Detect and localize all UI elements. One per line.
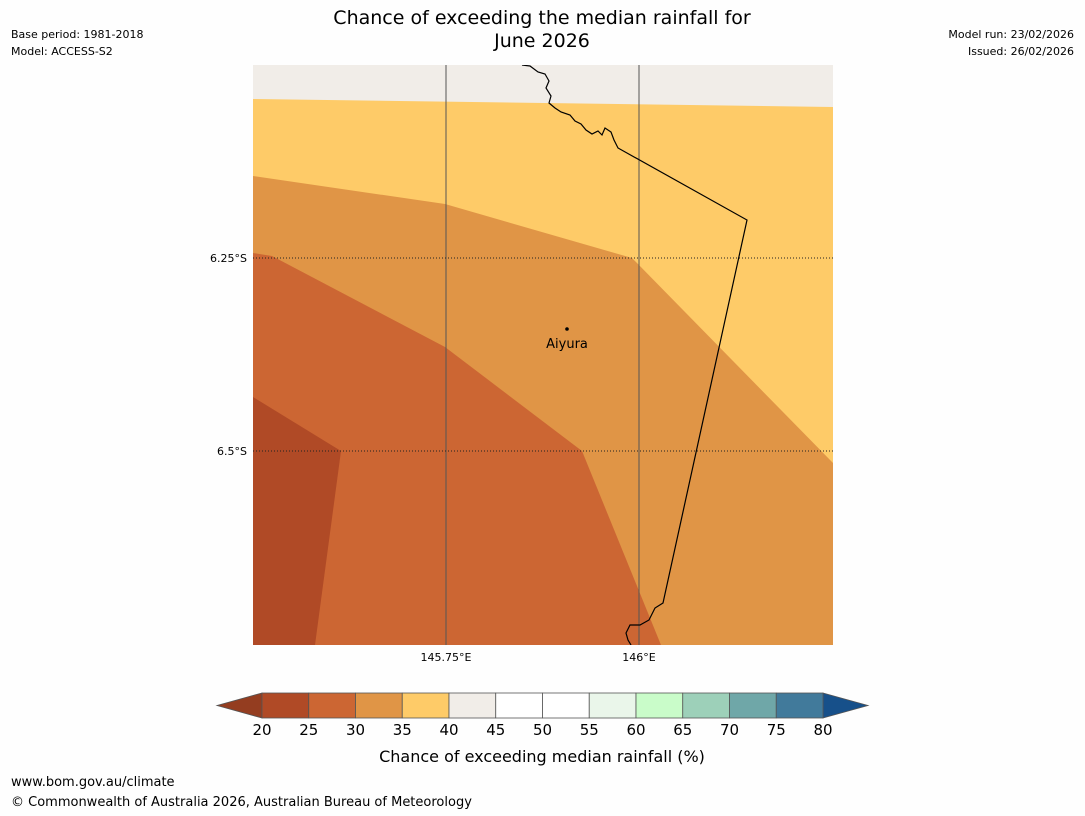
title-line-2: June 2026 [494, 30, 590, 52]
colorbar-tick-label: 80 [813, 721, 832, 739]
aiyura-label: Aiyura [546, 337, 588, 352]
colorbar-cell [495, 692, 543, 719]
issued-text: Issued: 26/02/2026 [967, 45, 1074, 58]
model-text: Model: ACCESS-S2 [11, 45, 113, 58]
colorbar-tick-label: 45 [486, 721, 505, 739]
colorbar-cell [401, 692, 450, 719]
colorbar-legend: 20 25 30 35 40 45 50 55 60 65 70 75 80 [215, 692, 870, 739]
zone-20-25-percent [253, 397, 341, 645]
colorbar-cell [775, 692, 824, 719]
colorbar-cell [542, 692, 590, 719]
model-run-text: Model run: 23/02/2026 [948, 28, 1074, 41]
colorbar-tick-label: 20 [252, 721, 271, 739]
colorbar-tick-label: 50 [533, 721, 552, 739]
lat-label-6-25: 6.25°S [210, 252, 247, 265]
lat-label-6-5: 6.5°S [217, 445, 247, 458]
lon-label-146: 146°E [622, 651, 655, 664]
colorbar-cell [588, 692, 637, 719]
page-title: Chance of exceeding the median rainfall … [242, 7, 842, 53]
meta-right: Model run: 23/02/2026 Issued: 26/02/2026 [948, 26, 1074, 60]
colorbar-tick-label: 70 [720, 721, 739, 739]
colorbar-cell [682, 692, 730, 719]
colorbar-tick-label: 65 [673, 721, 692, 739]
rainfall-map: Aiyura [253, 65, 833, 645]
colorbar-cell [308, 692, 356, 719]
colorbar-high-extend [822, 692, 870, 719]
footer-url[interactable]: www.bom.gov.au/climate [11, 775, 175, 790]
colorbar-tick-label: 25 [299, 721, 318, 739]
footer-copyright: © Commonwealth of Australia 2026, Austra… [11, 795, 472, 810]
colorbar-tick-label: 75 [767, 721, 786, 739]
zone-25-30-percent [253, 253, 661, 645]
meta-left: Base period: 1981-2018 Model: ACCESS-S2 [11, 26, 143, 60]
colorbar-tick-label: 60 [626, 721, 645, 739]
colorbar-tick-label: 35 [393, 721, 412, 739]
colorbar-cell [729, 692, 777, 719]
colorbar-cell [355, 692, 403, 719]
colorbar-tick-label: 55 [580, 721, 599, 739]
colorbar-tick-label: 30 [346, 721, 365, 739]
lon-label-145-75: 145.75°E [421, 651, 472, 664]
colorbar-cell [448, 692, 497, 719]
colorbar-cell [635, 692, 684, 719]
province-boundary [521, 65, 748, 645]
base-period-text: Base period: 1981-2018 [11, 28, 144, 41]
colorbar-title: Chance of exceeding median rainfall (%) [379, 747, 705, 766]
colorbar-cell [261, 692, 310, 719]
colorbar-low-extend [215, 692, 263, 719]
title-line-1: Chance of exceeding the median rainfall … [333, 7, 751, 29]
colorbar-tick-label: 40 [439, 721, 458, 739]
aiyura-marker [565, 327, 569, 331]
